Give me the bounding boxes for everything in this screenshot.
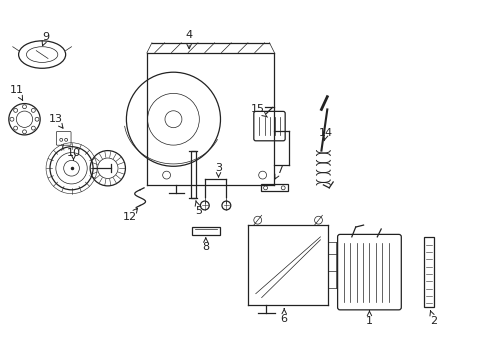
Bar [424, 237, 433, 307]
Text: 5: 5 [195, 201, 202, 216]
Text: 6: 6 [280, 309, 287, 324]
Bar [260, 184, 287, 191]
Bar [190, 150, 195, 198]
Text: 11: 11 [10, 85, 23, 100]
Text: 8: 8 [202, 238, 209, 252]
Text: 7: 7 [274, 165, 282, 179]
Text: 14: 14 [319, 128, 333, 141]
Text: 2: 2 [429, 311, 437, 326]
Text: 15: 15 [250, 104, 267, 117]
Text: 1: 1 [365, 311, 372, 326]
Text: 3: 3 [215, 163, 222, 177]
Text: 12: 12 [123, 208, 137, 222]
Text: 4: 4 [185, 30, 192, 49]
Text: 13: 13 [49, 114, 63, 128]
Text: 10: 10 [66, 148, 81, 160]
Bar [192, 227, 219, 235]
Text: 9: 9 [42, 32, 49, 46]
